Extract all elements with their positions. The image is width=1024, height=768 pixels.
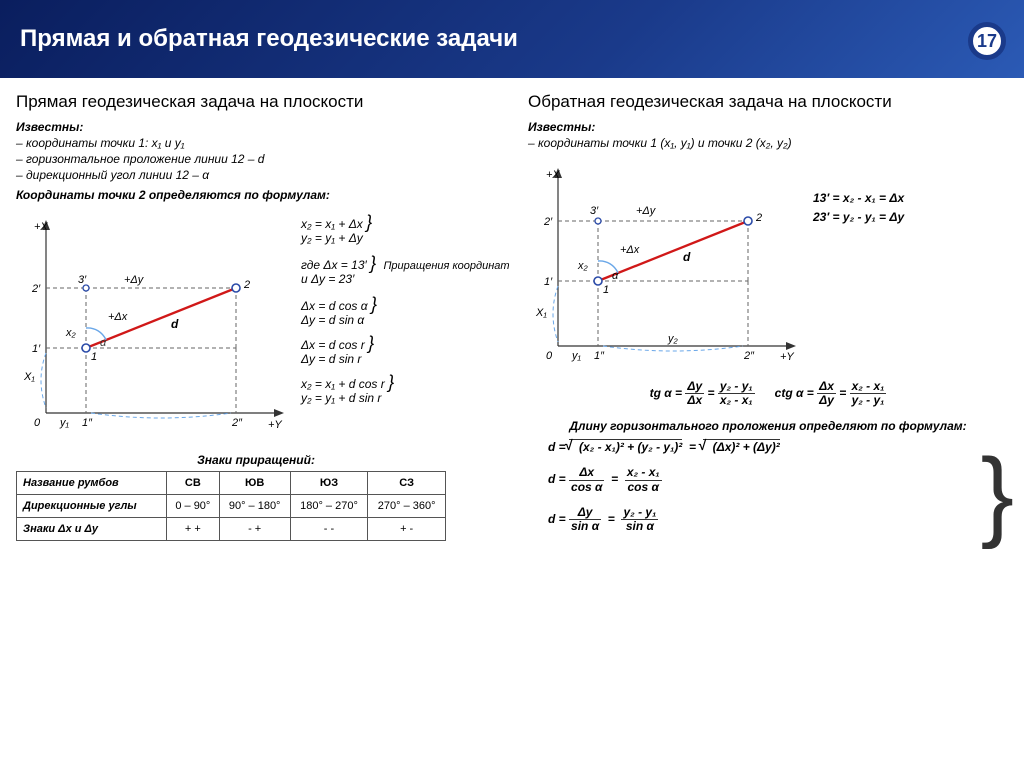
- eq: Δx = d cos r: [301, 338, 365, 352]
- svg-text:+Y: +Y: [780, 351, 794, 363]
- left-known-block: Известны: – координаты точки 1: x₁ и y₁ …: [16, 120, 496, 182]
- eq: Δy = d sin r: [301, 352, 510, 366]
- eq: где Δx = 13′: [301, 258, 367, 272]
- svg-text:3′: 3′: [590, 205, 599, 217]
- eq: Δx = d cos α: [301, 299, 368, 313]
- pt2-label: 2: [243, 279, 250, 291]
- d-formulas: d = (x₂ - x₁)² + (y₂ - y₁)² = (Δx)² + (Δ…: [548, 439, 1008, 533]
- svg-text:2′: 2′: [31, 283, 41, 295]
- known-line: – координаты точки 1: x₁ и y₁: [16, 136, 496, 150]
- content-area: Прямая геодезическая задача на плоскости…: [0, 78, 1024, 549]
- th: ЮВ: [219, 472, 290, 495]
- eq: x₂ = x₁ + d cos r: [301, 377, 385, 391]
- pt3-label: 3′: [78, 274, 87, 286]
- known-line: – координаты точки 1 (x₁, y₁) и точки 2 …: [528, 136, 1008, 150]
- td: + +: [167, 518, 220, 541]
- incr-note: Приращения координат: [383, 260, 509, 272]
- svg-text:+Δx: +Δx: [620, 244, 640, 256]
- svg-text:1″: 1″: [82, 417, 93, 429]
- td: 90° – 180°: [219, 495, 290, 518]
- svg-text:1′: 1′: [32, 343, 41, 355]
- eq: и Δy = 23′: [301, 272, 510, 286]
- right-diagram: +X +Y 0 α: [528, 156, 813, 376]
- svg-text:2: 2: [755, 212, 762, 224]
- signs-table: Название румбов СВ ЮВ ЮЗ СЗ Дирекционные…: [16, 471, 446, 541]
- svg-text:1″: 1″: [594, 350, 605, 362]
- pt1-label: 1: [91, 351, 97, 363]
- svg-text:+Δy: +Δy: [124, 274, 145, 286]
- svg-text:2″: 2″: [231, 417, 243, 429]
- svg-text:1′: 1′: [544, 276, 553, 288]
- axis-x-label: +X: [34, 221, 48, 233]
- eq: 13′ = x₂ - x₁ = Δx: [813, 191, 904, 205]
- svg-text:0: 0: [546, 350, 553, 362]
- known-line: – дирекционный угол линии 12 – α: [16, 168, 496, 182]
- left-subtitle: Прямая геодезическая задача на плоскости: [16, 92, 496, 112]
- td: 270° – 360°: [368, 495, 446, 518]
- right-two-area: +X +Y 0 α: [528, 156, 1008, 376]
- svg-text:α: α: [612, 270, 619, 282]
- origin-label: 0: [34, 417, 41, 429]
- svg-text:y₁: y₁: [59, 417, 70, 429]
- svg-text:X₁: X₁: [535, 307, 547, 319]
- right-subtitle: Обратная геодезическая задача на плоскос…: [528, 92, 1008, 112]
- svg-text:x₂: x₂: [577, 260, 589, 272]
- th: ЮЗ: [290, 472, 368, 495]
- diagram-svg: +X +Y 0: [16, 208, 301, 438]
- td: 0 – 90°: [167, 495, 220, 518]
- coord-formula-label: Координаты точки 2 определяются по форму…: [16, 188, 496, 202]
- svg-text:+Δx: +Δx: [108, 311, 128, 323]
- eq: y₂ = y₁ + Δy: [301, 231, 510, 245]
- th: СЗ: [368, 472, 446, 495]
- td: Дирекционные углы: [17, 495, 167, 518]
- svg-text:y₁: y₁: [571, 350, 582, 362]
- known-label: Известны:: [528, 120, 1008, 134]
- table-caption: Знаки приращений:: [16, 453, 496, 467]
- known-label: Известны:: [16, 120, 496, 134]
- svg-text:d: d: [683, 250, 691, 264]
- td: 180° – 270°: [290, 495, 368, 518]
- svg-text:x₂: x₂: [65, 327, 77, 339]
- right-side-eqs: 13′ = x₂ - x₁ = Δx 23′ = y₂ - y₁ = Δy: [813, 156, 904, 376]
- left-diagram: +X +Y 0: [16, 208, 301, 443]
- eq: y₂ = y₁ + d sin r: [301, 391, 510, 405]
- tg-lhs: tg α =: [650, 386, 682, 400]
- right-known-block: Известны: – координаты точки 1 (x₁, y₁) …: [528, 120, 1008, 150]
- eq: 23′ = y₂ - y₁ = Δy: [813, 210, 904, 224]
- svg-text:2″: 2″: [743, 350, 755, 362]
- length-label: Длину горизонтального проложения определ…: [528, 419, 1008, 433]
- eq: Δy = d sin α: [301, 313, 510, 327]
- trig-eqs: tg α = ΔyΔx = y₂ - y₁x₂ - x₁ ctg α = ΔxΔ…: [528, 380, 1008, 407]
- right-column: Обратная геодезическая задача на плоскос…: [512, 78, 1024, 549]
- svg-text:y₂: y₂: [667, 333, 679, 345]
- svg-text:d: d: [171, 317, 179, 331]
- left-two-area: +X +Y 0: [16, 208, 496, 443]
- svg-text:2′: 2′: [543, 216, 553, 228]
- svg-text:+Δy: +Δy: [636, 205, 657, 217]
- td: - +: [219, 518, 290, 541]
- ctg-lhs: ctg α =: [775, 386, 814, 400]
- left-formulas: x₂ = x₁ + Δx } y₂ = y₁ + Δy где Δx = 13′…: [301, 208, 510, 443]
- known-line: – горизонтальное проложение линии 12 – d: [16, 152, 496, 166]
- page-title: Прямая и обратная геодезические задачи: [20, 25, 518, 53]
- th: Название румбов: [17, 472, 167, 495]
- td: Знаки Δx и Δy: [17, 518, 167, 541]
- diagram-svg-right: +X +Y 0 α: [528, 156, 813, 371]
- big-brace: }: [981, 444, 1014, 544]
- td: + -: [368, 518, 446, 541]
- td: - -: [290, 518, 368, 541]
- svg-text:+X: +X: [546, 169, 560, 181]
- slide-header: Прямая и обратная геодезические задачи 1…: [0, 0, 1024, 78]
- th: СВ: [167, 472, 220, 495]
- alpha-label: α: [100, 337, 107, 349]
- axis-y-label: +Y: [268, 419, 282, 431]
- eq: x₂ = x₁ + Δx: [301, 217, 363, 231]
- left-column: Прямая геодезическая задача на плоскости…: [0, 78, 512, 549]
- svg-text:1: 1: [603, 284, 609, 296]
- page-number-badge: 17: [968, 22, 1006, 60]
- svg-text:X₁: X₁: [23, 371, 35, 383]
